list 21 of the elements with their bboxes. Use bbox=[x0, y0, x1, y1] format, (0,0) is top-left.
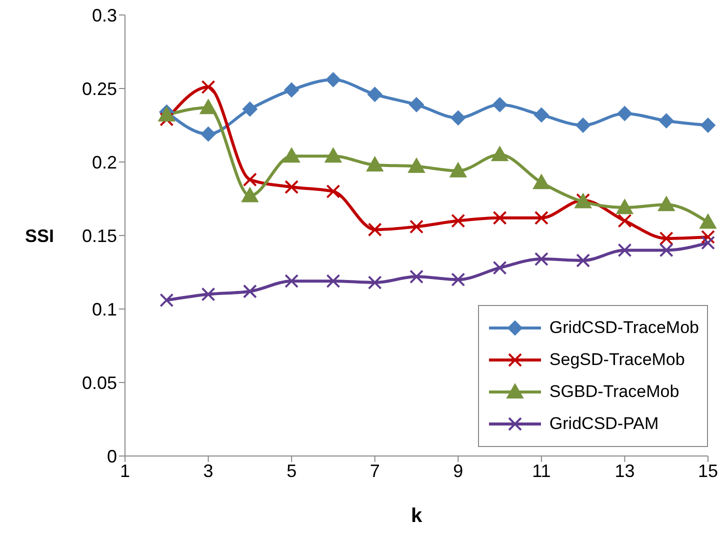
x-tick-label: 13 bbox=[614, 460, 635, 481]
x-tick-label: 3 bbox=[203, 460, 214, 481]
y-tick-label: 0.2 bbox=[92, 152, 117, 172]
y-axis-title: SSI bbox=[25, 226, 54, 246]
y-tick-label: 0.3 bbox=[92, 5, 117, 26]
x-tick-label: 9 bbox=[453, 460, 464, 481]
y-tick-label: 0.05 bbox=[82, 372, 117, 393]
x-tick-label: 5 bbox=[286, 460, 297, 481]
legend-label: GridCSD-TraceMob bbox=[549, 318, 699, 338]
y-tick-label: 0 bbox=[106, 446, 117, 466]
y-tick-label: 0.15 bbox=[82, 226, 117, 246]
x-axis-title: k bbox=[410, 505, 423, 527]
x-tick-label: 15 bbox=[698, 460, 718, 481]
legend-label: SegSD-TraceMob bbox=[549, 350, 685, 370]
y-tick-label: 0.25 bbox=[82, 78, 117, 99]
y-tick-label: 0.1 bbox=[92, 299, 117, 320]
legend-label: GridCSD-PAM bbox=[549, 414, 659, 434]
legend-label: SGBD-TraceMob bbox=[549, 382, 680, 402]
x-tick-label: 1 bbox=[120, 460, 130, 481]
x-tick-label: 11 bbox=[532, 460, 551, 481]
x-tick-label: 7 bbox=[370, 460, 380, 481]
